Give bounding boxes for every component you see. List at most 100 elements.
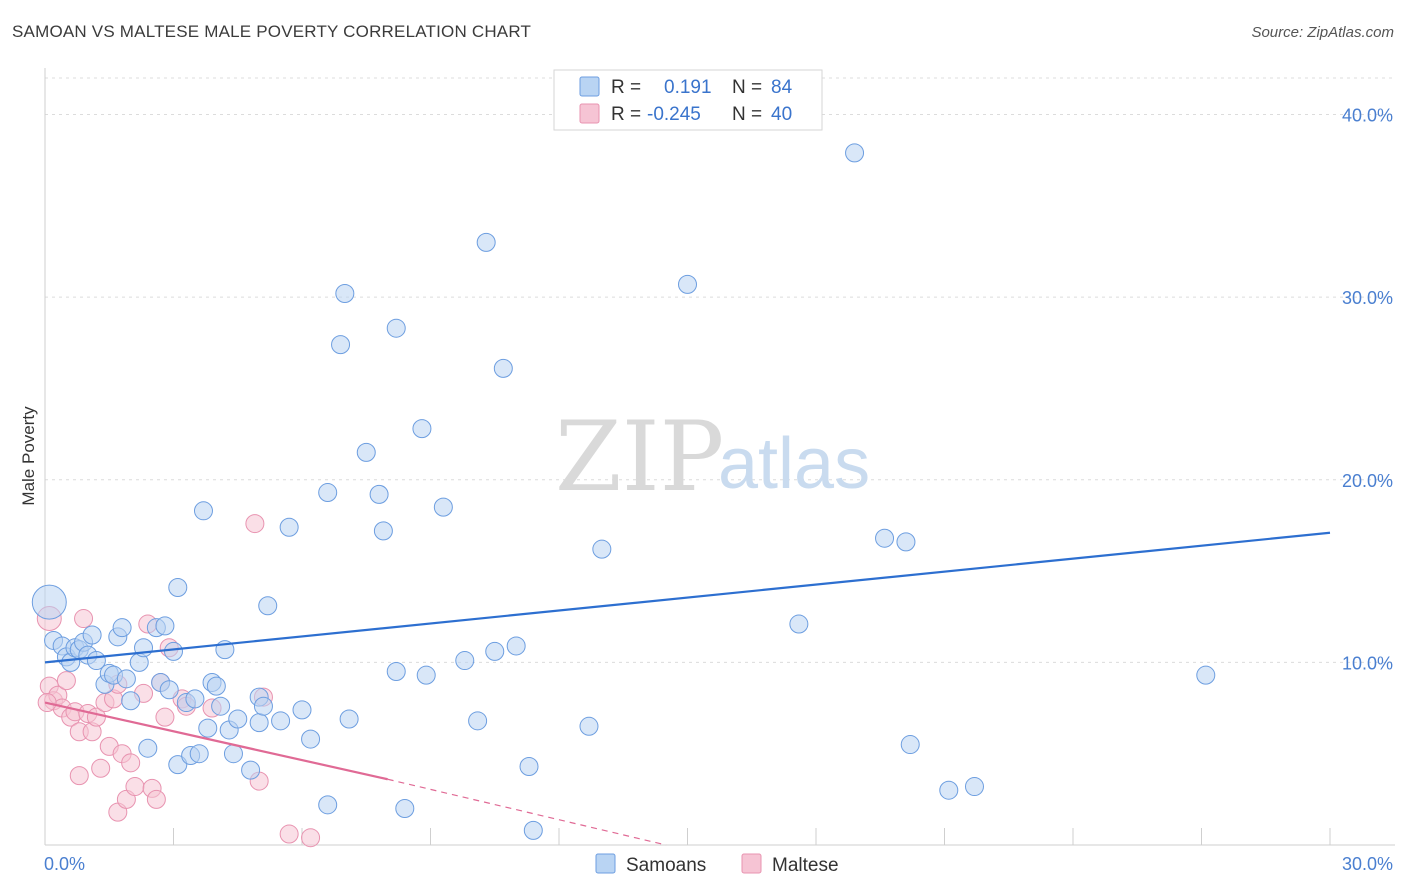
samoans-point: [228, 709, 248, 729]
samoans-point: [386, 318, 406, 338]
samoans-point: [211, 696, 231, 716]
samoans-point: [279, 517, 299, 537]
samoans-point: [579, 716, 599, 736]
trend-lines: [44, 531, 1331, 846]
legend-swatch-maltese: [741, 853, 762, 874]
stats-legend: R = 0.191 N = 84 R = -0.245 N = 40: [553, 69, 823, 131]
y-tick-label: 10.0%: [1342, 653, 1393, 673]
samoans-point: [253, 696, 273, 716]
x-tick-labels: 0.0% 30.0%: [44, 854, 1393, 874]
samoans-point: [416, 665, 436, 685]
x-tick-label: 0.0%: [44, 854, 85, 874]
maltese-point: [74, 609, 94, 629]
maltese-points: [36, 514, 321, 848]
samoans-point: [468, 711, 488, 731]
maltese-point: [91, 758, 111, 778]
samoans-point: [331, 335, 351, 355]
samoans-point: [82, 625, 102, 645]
samoans-point: [258, 596, 278, 616]
samoans-point: [455, 651, 475, 671]
samoans-point: [845, 143, 865, 163]
samoans-point: [506, 636, 526, 656]
maltese-trend-line-extension: [387, 778, 667, 846]
samoans-point: [223, 744, 243, 764]
samoans-point: [138, 738, 158, 758]
samoans-point: [476, 232, 496, 252]
legend-label-maltese: Maltese: [772, 855, 839, 876]
samoans-point: [523, 820, 543, 840]
samoans-point: [339, 709, 359, 729]
grid-lines: [45, 77, 1395, 663]
maltese-point: [146, 789, 166, 809]
y-tick-labels: 10.0% 20.0% 30.0% 40.0%: [1342, 106, 1393, 674]
samoans-point: [356, 442, 376, 462]
samoans-point: [31, 584, 67, 620]
samoans-point: [164, 641, 183, 661]
stats-n-label-samoans: N =: [732, 77, 762, 98]
maltese-point: [121, 753, 141, 773]
samoans-point: [386, 662, 406, 682]
samoans-point: [198, 718, 218, 738]
y-tick-label: 40.0%: [1342, 106, 1393, 126]
samoans-point: [373, 521, 393, 541]
samoans-point: [493, 358, 513, 378]
samoans-point: [433, 497, 453, 517]
samoans-point: [121, 691, 141, 711]
samoans-point: [168, 578, 188, 598]
watermark: ZIP atlas: [555, 401, 870, 513]
samoans-point: [116, 669, 136, 689]
watermark-atlas: atlas: [718, 424, 870, 504]
maltese-point: [69, 766, 89, 786]
maltese-trend-line: [44, 701, 388, 781]
samoans-point: [193, 501, 213, 521]
source-label: Source: ZipAtlas.com: [1251, 24, 1394, 41]
samoans-point: [395, 798, 415, 818]
samoans-point: [271, 711, 291, 731]
y-tick-label: 30.0%: [1342, 288, 1393, 308]
stats-legend-swatch-samoans: [579, 76, 600, 97]
watermark-zip: ZIP: [555, 401, 724, 513]
samoans-trend-line: [44, 531, 1331, 664]
samoans-point: [519, 756, 539, 776]
maltese-point: [56, 671, 76, 691]
samoans-point: [900, 735, 920, 755]
samoans-point: [896, 532, 916, 552]
y-tick-label: 20.0%: [1342, 471, 1393, 491]
samoans-point: [112, 618, 132, 638]
legend-label-samoans: Samoans: [626, 855, 706, 876]
stats-r-value-samoans: 0.191: [664, 77, 712, 98]
samoans-point: [241, 760, 261, 780]
samoans-point: [412, 419, 432, 439]
maltese-point: [245, 514, 265, 534]
samoans-point: [964, 777, 984, 797]
samoans-point: [875, 528, 895, 548]
samoans-point: [318, 483, 338, 503]
samoans-point: [168, 755, 188, 775]
stats-n-value-maltese: 40: [771, 104, 792, 125]
samoans-point: [485, 641, 505, 661]
samoans-point: [155, 616, 175, 636]
samoans-point: [159, 680, 179, 700]
maltese-point: [155, 707, 175, 727]
stats-n-value-samoans: 84: [771, 77, 793, 98]
stats-legend-swatch-maltese: [579, 103, 600, 124]
samoans-point: [369, 484, 389, 504]
legend-swatch-samoans: [595, 853, 616, 874]
samoans-point: [206, 676, 226, 696]
stats-r-label-maltese: R =: [611, 104, 641, 125]
samoans-point: [335, 283, 355, 303]
maltese-point: [301, 828, 321, 848]
samoans-point: [789, 614, 809, 634]
x-tick-label: 30.0%: [1342, 854, 1393, 874]
chart-title: SAMOAN VS MALTESE MALE POVERTY CORRELATI…: [12, 22, 532, 41]
samoans-point: [318, 795, 338, 815]
samoans-point: [249, 713, 269, 733]
samoans-point: [301, 729, 321, 749]
samoans-points: [31, 143, 1216, 840]
samoans-point: [1196, 665, 1216, 685]
stats-n-label-maltese: N =: [732, 104, 762, 125]
samoans-point: [189, 744, 209, 764]
samoans-point: [678, 274, 697, 294]
samoans-point: [939, 780, 959, 800]
